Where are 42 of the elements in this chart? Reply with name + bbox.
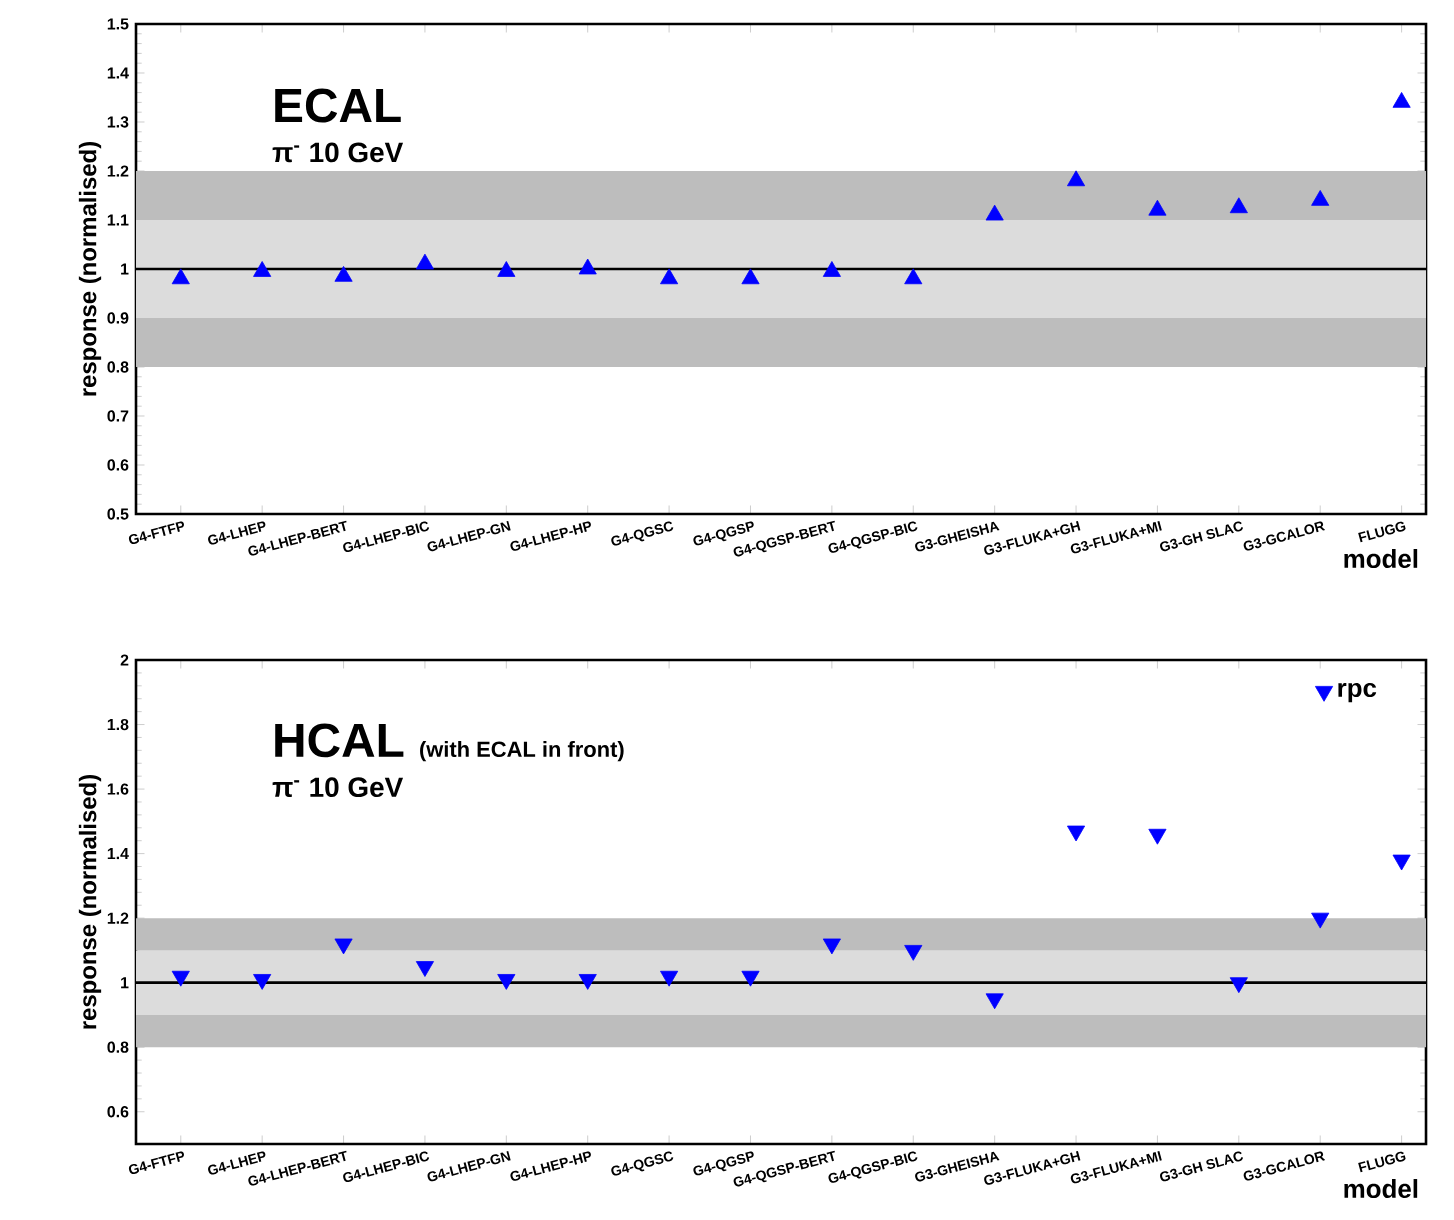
y-axis-title: response (normalised) xyxy=(78,141,102,396)
point xyxy=(1229,197,1248,214)
point xyxy=(1311,912,1330,929)
point xyxy=(1229,977,1248,994)
point xyxy=(578,974,597,990)
text: ECAL xyxy=(275,88,401,123)
text: π$^{-}$ 10 GeV xyxy=(272,142,404,163)
point xyxy=(1148,828,1167,845)
x-axis-title: model xyxy=(1344,1179,1418,1199)
point xyxy=(171,970,190,987)
point xyxy=(660,970,679,987)
point xyxy=(1067,825,1086,842)
point xyxy=(985,204,1004,221)
point xyxy=(253,261,272,277)
annotation: (with ECAL in front) xyxy=(420,740,624,762)
point xyxy=(497,974,516,990)
point xyxy=(904,268,923,285)
text: π$^{-}$ 10 GeV xyxy=(272,777,404,798)
point xyxy=(660,268,679,285)
point xyxy=(741,268,760,285)
point xyxy=(1392,92,1411,108)
point xyxy=(415,253,434,270)
point xyxy=(904,945,923,961)
point xyxy=(1392,854,1411,871)
point xyxy=(1067,170,1086,187)
point xyxy=(171,268,190,285)
point xyxy=(822,938,841,955)
point xyxy=(334,265,353,282)
point xyxy=(1148,199,1167,216)
point xyxy=(578,258,597,275)
point xyxy=(415,961,434,977)
legend-label: rpc xyxy=(1338,682,1377,703)
point xyxy=(1311,190,1330,206)
point xyxy=(497,261,516,277)
x-axis-title: model xyxy=(1344,549,1418,569)
point xyxy=(741,970,760,987)
point xyxy=(334,938,353,955)
y-axis-title: response (normalised) xyxy=(78,774,102,1029)
point xyxy=(822,261,841,277)
text: HCAL xyxy=(275,723,404,758)
point xyxy=(985,993,1004,1010)
point xyxy=(253,974,272,990)
